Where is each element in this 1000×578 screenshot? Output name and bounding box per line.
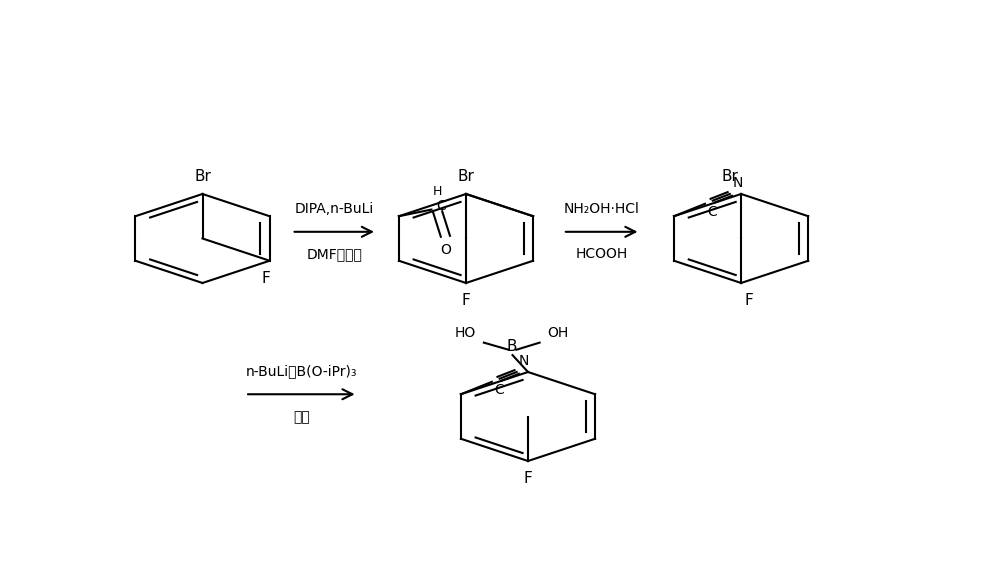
Text: 酸化: 酸化 bbox=[293, 410, 310, 424]
Text: C: C bbox=[436, 199, 446, 213]
Text: F: F bbox=[524, 471, 532, 486]
Text: Br: Br bbox=[194, 169, 211, 184]
Text: n-BuLi，B(O-iPr)₃: n-BuLi，B(O-iPr)₃ bbox=[246, 365, 357, 379]
Text: N: N bbox=[732, 176, 743, 190]
Text: C: C bbox=[494, 383, 504, 397]
Text: B: B bbox=[506, 339, 517, 354]
Text: NH₂OH·HCl: NH₂OH·HCl bbox=[564, 202, 640, 216]
Text: C: C bbox=[707, 205, 717, 219]
Text: F: F bbox=[261, 271, 270, 286]
Text: F: F bbox=[462, 293, 470, 307]
Text: HO: HO bbox=[455, 327, 476, 340]
Text: F: F bbox=[744, 293, 753, 307]
Text: OH: OH bbox=[547, 327, 569, 340]
Text: N: N bbox=[519, 354, 529, 368]
Text: Br: Br bbox=[721, 169, 738, 184]
Text: H: H bbox=[433, 186, 442, 198]
Text: DIPA,n-BuLi: DIPA,n-BuLi bbox=[295, 202, 374, 216]
Text: O: O bbox=[440, 243, 451, 257]
Text: Br: Br bbox=[458, 169, 474, 184]
Text: HCOOH: HCOOH bbox=[576, 247, 628, 261]
Text: DMF，酸化: DMF，酸化 bbox=[306, 247, 362, 261]
